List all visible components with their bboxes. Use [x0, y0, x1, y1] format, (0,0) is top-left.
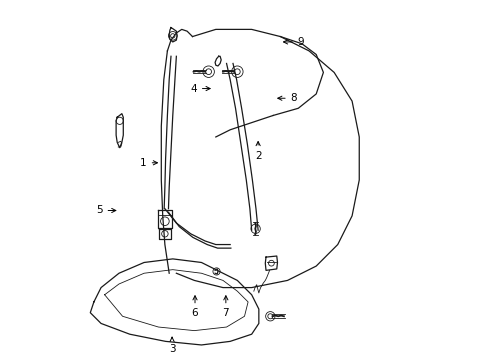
Text: 5: 5	[96, 206, 116, 216]
Text: 7: 7	[222, 296, 229, 318]
Text: 3: 3	[168, 337, 175, 354]
Text: 9: 9	[283, 37, 304, 47]
Text: 4: 4	[190, 84, 210, 94]
Text: 8: 8	[277, 93, 297, 103]
Text: 6: 6	[191, 296, 198, 318]
Text: 2: 2	[254, 141, 261, 161]
Text: 1: 1	[140, 158, 157, 168]
